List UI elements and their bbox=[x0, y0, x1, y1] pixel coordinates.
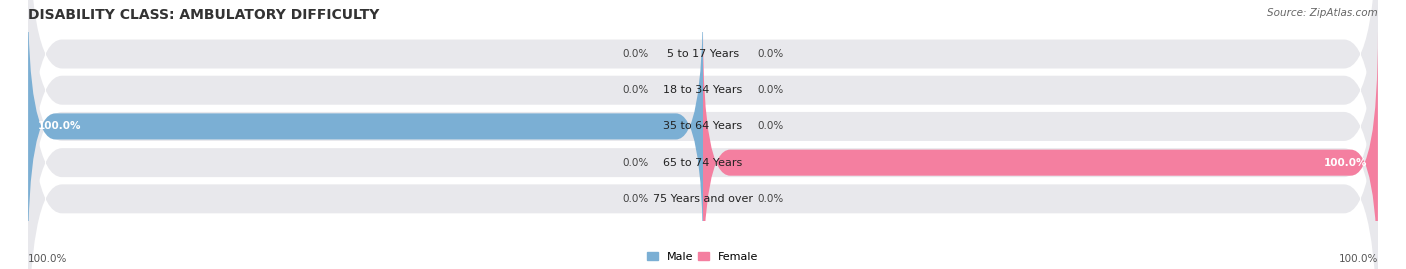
FancyBboxPatch shape bbox=[28, 0, 1378, 257]
Text: 18 to 34 Years: 18 to 34 Years bbox=[664, 85, 742, 95]
Text: Source: ZipAtlas.com: Source: ZipAtlas.com bbox=[1267, 8, 1378, 18]
Text: 0.0%: 0.0% bbox=[756, 49, 783, 59]
FancyBboxPatch shape bbox=[28, 0, 1378, 269]
FancyBboxPatch shape bbox=[28, 0, 1378, 269]
Text: 100.0%: 100.0% bbox=[28, 254, 67, 264]
Text: 0.0%: 0.0% bbox=[756, 194, 783, 204]
FancyBboxPatch shape bbox=[28, 0, 703, 258]
FancyBboxPatch shape bbox=[28, 0, 1378, 221]
Text: 0.0%: 0.0% bbox=[623, 85, 650, 95]
Text: 0.0%: 0.0% bbox=[623, 49, 650, 59]
Text: 100.0%: 100.0% bbox=[1324, 158, 1368, 168]
FancyBboxPatch shape bbox=[28, 32, 1378, 269]
FancyBboxPatch shape bbox=[703, 31, 1378, 269]
Text: 0.0%: 0.0% bbox=[623, 158, 650, 168]
Text: 100.0%: 100.0% bbox=[38, 121, 82, 132]
Text: 100.0%: 100.0% bbox=[1339, 254, 1378, 264]
Text: 0.0%: 0.0% bbox=[756, 121, 783, 132]
Text: 75 Years and over: 75 Years and over bbox=[652, 194, 754, 204]
Legend: Male, Female: Male, Female bbox=[647, 252, 759, 262]
Text: 0.0%: 0.0% bbox=[756, 85, 783, 95]
Text: 65 to 74 Years: 65 to 74 Years bbox=[664, 158, 742, 168]
Text: 35 to 64 Years: 35 to 64 Years bbox=[664, 121, 742, 132]
Text: 0.0%: 0.0% bbox=[623, 194, 650, 204]
Text: DISABILITY CLASS: AMBULATORY DIFFICULTY: DISABILITY CLASS: AMBULATORY DIFFICULTY bbox=[28, 8, 380, 22]
Text: 5 to 17 Years: 5 to 17 Years bbox=[666, 49, 740, 59]
